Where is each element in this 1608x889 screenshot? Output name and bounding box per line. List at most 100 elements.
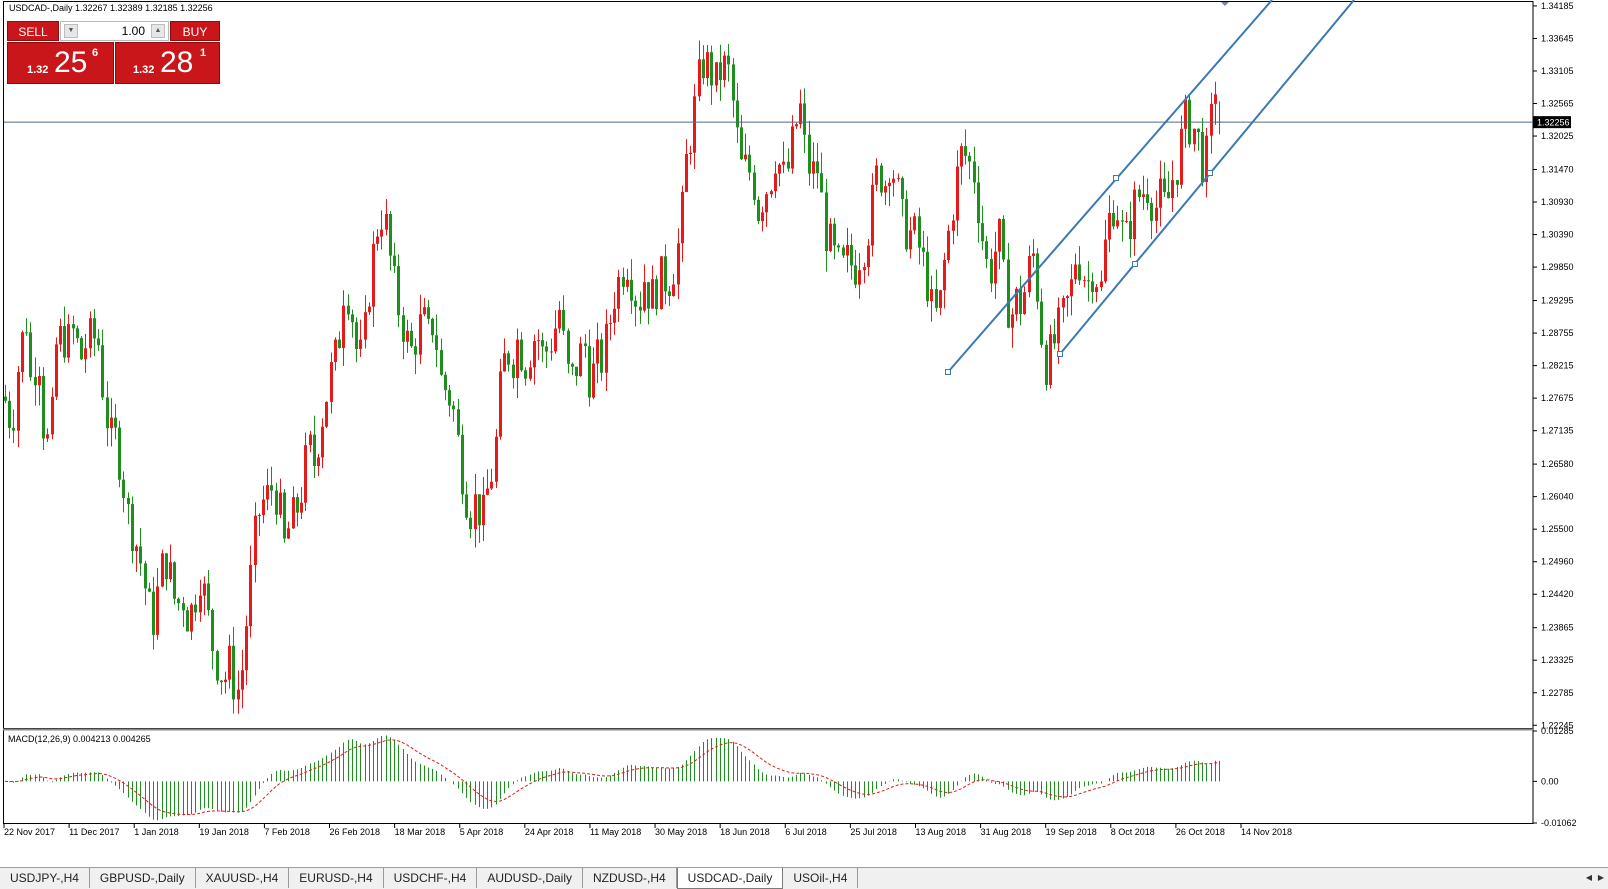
candle-body [1045, 344, 1048, 385]
candle-body [249, 564, 252, 627]
candle-body [300, 502, 303, 513]
candle-body [643, 282, 646, 311]
candle-body [372, 243, 375, 307]
candle-body [858, 270, 861, 285]
candle-body [241, 670, 244, 690]
tab-usdjpy-h4[interactable]: USDJPY-,H4 [0, 868, 90, 888]
candle-body [17, 372, 20, 431]
y-tick-label: 1.32565 [1541, 99, 1574, 109]
candle-body [1121, 220, 1124, 222]
candle-body [232, 645, 235, 700]
y-tick-label: 1.23325 [1541, 655, 1574, 665]
tab-gbpusd-daily[interactable]: GBPUSD-,Daily [90, 868, 196, 888]
sell-price-display[interactable]: 1.32 25 6 [7, 42, 114, 84]
candle-body [990, 258, 993, 284]
candle-body [854, 265, 857, 285]
candle-body [512, 364, 515, 379]
x-tick-label: 19 Sep 2018 [1046, 827, 1097, 837]
candle-body [173, 562, 176, 599]
candle-body [863, 267, 866, 271]
candle-body [605, 323, 608, 373]
candle-body [647, 282, 650, 309]
candle-body [177, 598, 180, 604]
candle-body [131, 504, 134, 552]
candle-body [609, 322, 612, 324]
candle-body [795, 124, 798, 127]
candle-body [190, 604, 193, 632]
lot-increase-icon[interactable]: ▲ [151, 24, 165, 38]
candle-body [97, 338, 100, 346]
candle-body [918, 216, 921, 248]
candle-body [1095, 287, 1098, 293]
lot-size-stepper[interactable]: ▼ ▲ [60, 21, 169, 41]
lot-size-input[interactable] [81, 23, 145, 39]
chart-window[interactable]: 1.34185 1.33645 1.33105 1.32565 1.32025 1.314… [0, 0, 1608, 865]
y-tick-label: 1.26040 [1541, 492, 1574, 502]
candle-body [1133, 189, 1136, 240]
candle-body [1078, 264, 1081, 281]
candle-body [283, 492, 286, 539]
buy-price-display[interactable]: 1.32 28 1 [115, 42, 220, 84]
candle-body [1159, 178, 1162, 208]
candle-body [554, 328, 557, 352]
y-tick-label: 1.24960 [1541, 557, 1574, 567]
candle-body [457, 409, 460, 435]
candle-body [981, 223, 984, 242]
y-tick-label: 1.33645 [1541, 33, 1574, 43]
candle-body [960, 146, 963, 167]
x-tick-label: 1 Jan 2018 [134, 827, 179, 837]
candle-body [296, 497, 299, 513]
x-tick-label: 26 Oct 2018 [1176, 827, 1225, 837]
candle-body [465, 494, 468, 518]
tab-usoil-h4[interactable]: USOil-,H4 [783, 868, 859, 888]
candle-body [101, 345, 104, 398]
candle-body [727, 55, 730, 65]
tab-audusd-daily[interactable]: AUDUSD-,Daily [477, 868, 583, 888]
candle-body [1201, 132, 1204, 183]
price-chart[interactable]: 1.34185 1.33645 1.33105 1.32565 1.32025 1.314… [0, 0, 1608, 865]
tab-usdcad-daily[interactable]: USDCAD-,Daily [676, 868, 784, 889]
candle-body [207, 583, 210, 610]
tab-nzdusd-h4[interactable]: NZDUSD-,H4 [583, 868, 677, 888]
candle-body [884, 186, 887, 193]
candle-body [410, 330, 413, 347]
candle-body [499, 371, 502, 437]
tab-usdchf-h4[interactable]: USDCHF-,H4 [384, 868, 478, 888]
candle-body [1087, 280, 1090, 282]
x-tick-label: 5 Apr 2018 [460, 827, 504, 837]
y-tick-label: 1.27135 [1541, 426, 1574, 436]
candle-body [837, 245, 840, 248]
tab-xauusd-h4[interactable]: XAUUSD-,H4 [196, 868, 290, 888]
macd-y-tick-label: 0.00 [1541, 776, 1559, 786]
tab-scroll-left-icon[interactable]: ◀ [1585, 873, 1593, 882]
x-tick-label: 18 Mar 2018 [395, 827, 446, 837]
tab-eurusd-h4[interactable]: EURUSD-,H4 [289, 868, 384, 888]
symbol-tab-bar: USDJPY-,H4 GBPUSD-,Daily XAUUSD-,H4 EURUSD-… [0, 867, 1608, 889]
candle-body [165, 553, 168, 580]
candle-body [203, 583, 206, 596]
candle-body [973, 161, 976, 183]
buy-button[interactable]: BUY [170, 21, 220, 41]
candle-body [118, 427, 121, 480]
candle-body [330, 362, 333, 402]
candle-body [338, 339, 341, 349]
candle-body [516, 339, 519, 379]
y-tick-label: 1.34185 [1541, 1, 1574, 11]
candle-body [389, 213, 392, 256]
candle-body [681, 191, 684, 244]
sell-button[interactable]: SELL [7, 21, 59, 41]
candle-body [562, 309, 565, 331]
candle-body [541, 340, 544, 347]
lot-decrease-icon[interactable]: ▼ [64, 24, 78, 38]
candle-body [698, 59, 701, 97]
candle-body [224, 679, 227, 683]
candle-body [774, 173, 777, 192]
candle-body [1032, 253, 1035, 257]
candle-body [1066, 296, 1069, 299]
candle-body [803, 103, 806, 135]
candle-body [347, 305, 350, 315]
candle-body [1176, 180, 1179, 185]
candle-body [1074, 264, 1077, 280]
candle-body [1057, 307, 1060, 344]
tab-scroll-right-icon[interactable]: ▶ [1597, 873, 1605, 882]
